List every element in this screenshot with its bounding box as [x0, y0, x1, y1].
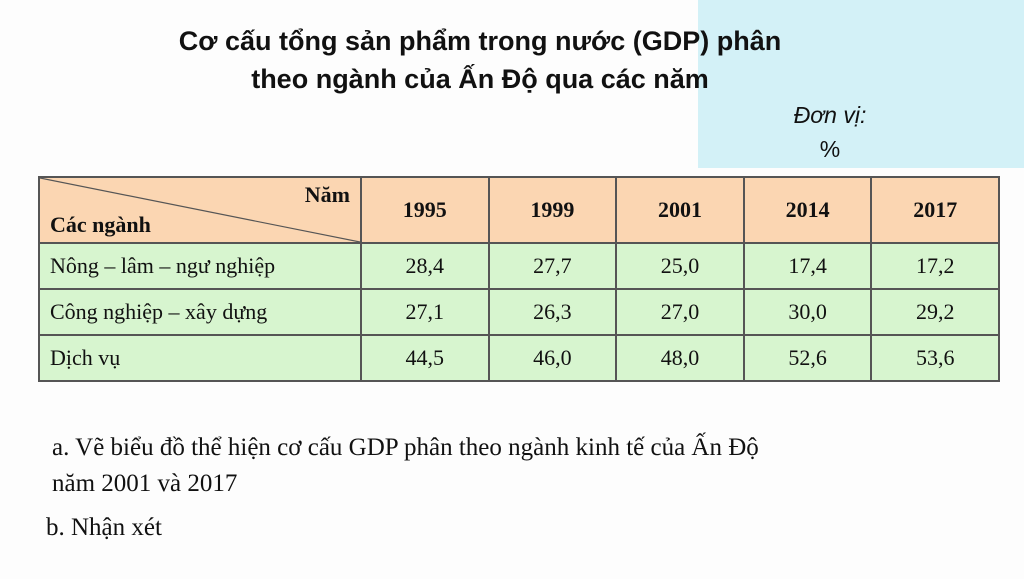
table-cell: 48,0 — [615, 334, 745, 382]
table-cell: 25,0 — [615, 242, 745, 290]
question-a-line-1: a. Vẽ biểu đồ thể hiện cơ cấu GDP phân t… — [52, 434, 759, 461]
page-title: Cơ cấu tổng sản phẩm trong nước (GDP) ph… — [70, 22, 890, 98]
title-line-2: theo ngành của Ấn Độ qua các năm — [251, 64, 709, 94]
title-line-1: Cơ cấu tổng sản phẩm trong nước (GDP) ph… — [178, 26, 782, 56]
table-row: Dịch vụ 44,5 46,0 48,0 52,6 53,6 — [38, 334, 1000, 382]
sector-label: Nông – lâm – ngư nghiệp — [38, 242, 362, 290]
background-panel — [698, 0, 1024, 168]
year-header: 1999 — [487, 176, 618, 244]
unit-value: % — [819, 136, 841, 162]
question-b: b. Nhận xét — [46, 514, 162, 541]
table-cell: 26,3 — [487, 288, 618, 336]
question-a-line-2: năm 2001 và 2017 — [52, 470, 238, 497]
table-cell: 27,0 — [615, 288, 745, 336]
year-header: 2014 — [742, 176, 873, 244]
table-cell: 44,5 — [360, 334, 490, 382]
question-a: a. Vẽ biểu đồ thể hiện cơ cấu GDP phân t… — [52, 430, 952, 502]
table-cell: 27,7 — [487, 242, 618, 290]
table-cell: 46,0 — [487, 334, 618, 382]
gdp-table: Năm Các ngành 1995 1999 2001 2014 2017 N… — [38, 176, 1000, 382]
sector-label: Dịch vụ — [38, 334, 362, 382]
table-cell: 17,4 — [742, 242, 873, 290]
unit-note: Đơn vị: % — [770, 98, 890, 166]
diagonal-divider — [40, 178, 360, 242]
year-header: 1995 — [360, 176, 490, 244]
table-cell: 29,2 — [870, 288, 1000, 336]
year-header: 2017 — [870, 176, 1000, 244]
table-cell: 53,6 — [870, 334, 1000, 382]
table-cell: 52,6 — [742, 334, 873, 382]
table-cell: 28,4 — [360, 242, 490, 290]
unit-label: Đơn vị: — [793, 102, 867, 128]
table-header-row: Năm Các ngành 1995 1999 2001 2014 2017 — [38, 176, 1000, 244]
corner-sector-label: Các ngành — [50, 212, 151, 237]
corner-year-label: Năm — [304, 182, 350, 207]
table-row: Công nghiệp – xây dựng 27,1 26,3 27,0 30… — [38, 288, 1000, 336]
sector-label: Công nghiệp – xây dựng — [38, 288, 362, 336]
table-cell: 27,1 — [360, 288, 490, 336]
year-header: 2001 — [615, 176, 745, 244]
table-cell: 30,0 — [742, 288, 873, 336]
table-cell: 17,2 — [870, 242, 1000, 290]
table-corner-cell: Năm Các ngành — [38, 176, 362, 244]
table-row: Nông – lâm – ngư nghiệp 28,4 27,7 25,0 1… — [38, 242, 1000, 290]
